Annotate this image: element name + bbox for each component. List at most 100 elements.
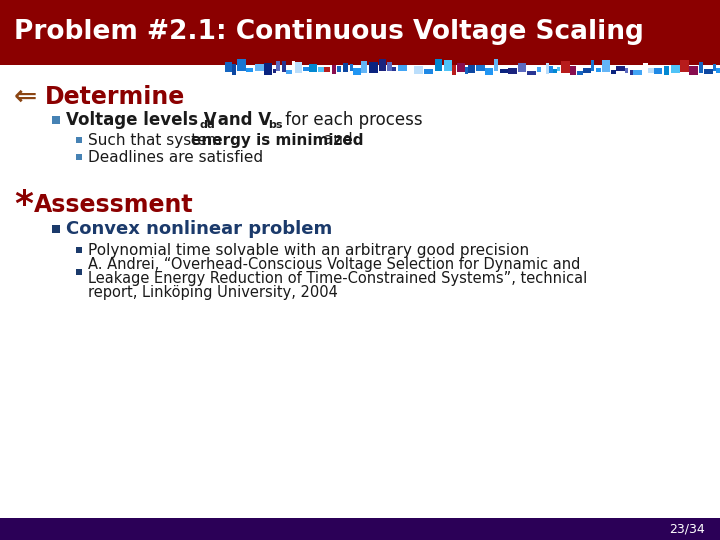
Bar — [457, 63, 465, 72]
Bar — [76, 137, 82, 143]
Text: Voltage levels V: Voltage levels V — [66, 111, 217, 129]
Bar — [0, 518, 720, 540]
Text: for each process: for each process — [280, 111, 423, 129]
Bar — [630, 70, 633, 75]
Bar — [518, 63, 526, 72]
Text: dd: dd — [199, 120, 215, 130]
Bar — [465, 67, 468, 74]
Bar — [602, 60, 610, 72]
Bar — [76, 154, 82, 160]
Bar — [654, 68, 662, 74]
Bar — [468, 65, 475, 73]
Bar — [246, 68, 253, 72]
Text: *: * — [14, 188, 33, 222]
Bar — [292, 61, 295, 71]
Bar — [361, 61, 367, 73]
Text: bs: bs — [268, 120, 282, 130]
Bar — [76, 247, 82, 253]
Bar — [409, 66, 412, 72]
Bar — [596, 68, 601, 72]
Text: Leakage Energy Reduction of Time-Constrained Systems”, technical: Leakage Energy Reduction of Time-Constra… — [88, 272, 588, 287]
Bar — [527, 71, 536, 75]
Bar — [76, 269, 82, 275]
Bar — [369, 62, 378, 73]
Bar — [52, 116, 60, 124]
Bar — [237, 59, 246, 71]
Text: 23/34: 23/34 — [670, 523, 705, 536]
Bar — [549, 66, 553, 73]
Bar — [264, 63, 272, 75]
Bar — [583, 68, 591, 73]
Bar — [387, 62, 392, 71]
Bar — [553, 69, 557, 73]
Bar — [561, 61, 570, 73]
Bar — [309, 64, 317, 72]
Bar — [225, 62, 232, 72]
Bar — [485, 68, 493, 75]
Bar — [392, 67, 396, 71]
Bar — [324, 67, 330, 72]
Bar — [704, 69, 713, 74]
Bar — [577, 71, 583, 75]
Text: Convex nonlinear problem: Convex nonlinear problem — [66, 220, 332, 238]
Bar — [273, 69, 276, 73]
Bar — [713, 64, 716, 71]
Text: and V: and V — [212, 111, 271, 129]
Text: Deadlines are satisfied: Deadlines are satisfied — [88, 150, 263, 165]
Bar — [570, 66, 576, 75]
Bar — [424, 69, 433, 74]
Bar — [557, 67, 560, 71]
Bar — [664, 66, 669, 75]
Bar — [337, 66, 341, 72]
Bar — [699, 62, 703, 73]
Bar — [500, 69, 508, 73]
Bar — [546, 63, 549, 74]
Bar — [616, 66, 625, 71]
Bar — [543, 65, 546, 73]
Text: A. Andrei, “Overhead-Conscious Voltage Selection for Dynamic and: A. Andrei, “Overhead-Conscious Voltage S… — [88, 258, 580, 273]
Bar — [303, 67, 309, 71]
Bar — [232, 64, 236, 75]
Text: energy is minimized: energy is minimized — [191, 132, 364, 147]
Bar — [452, 65, 456, 75]
Bar — [671, 65, 680, 73]
Bar — [444, 60, 452, 71]
Bar — [435, 59, 442, 71]
Bar — [591, 60, 594, 71]
Bar — [276, 61, 280, 71]
Bar — [379, 59, 386, 71]
Bar — [648, 68, 654, 73]
Bar — [255, 64, 264, 71]
Bar — [611, 70, 616, 74]
Text: report, Linköping University, 2004: report, Linköping University, 2004 — [88, 286, 338, 300]
Text: Such that system: Such that system — [88, 132, 227, 147]
Text: Assessment: Assessment — [34, 193, 194, 217]
Bar — [537, 67, 541, 72]
Bar — [0, 0, 720, 65]
Bar — [286, 70, 292, 74]
Bar — [689, 66, 698, 75]
Bar — [398, 65, 407, 71]
Bar — [476, 65, 485, 71]
Bar — [414, 66, 423, 74]
Bar — [332, 65, 336, 74]
Bar — [625, 68, 628, 73]
Text: Polynomial time solvable with an arbitrary good precision: Polynomial time solvable with an arbitra… — [88, 242, 529, 258]
Bar — [343, 63, 348, 72]
Text: and: and — [319, 132, 353, 147]
Text: Determine: Determine — [45, 85, 185, 109]
Text: Problem #2.1: Continuous Voltage Scaling: Problem #2.1: Continuous Voltage Scaling — [14, 19, 644, 45]
Bar — [643, 63, 648, 71]
Bar — [494, 59, 498, 71]
Text: ⇐: ⇐ — [14, 83, 37, 111]
Bar — [353, 68, 361, 75]
Bar — [716, 68, 720, 73]
Bar — [680, 60, 689, 72]
Bar — [350, 64, 353, 71]
Bar — [52, 225, 60, 233]
Bar — [633, 70, 642, 75]
Bar — [295, 62, 302, 73]
Bar — [508, 68, 517, 74]
Bar — [282, 61, 286, 72]
Bar — [318, 67, 324, 72]
